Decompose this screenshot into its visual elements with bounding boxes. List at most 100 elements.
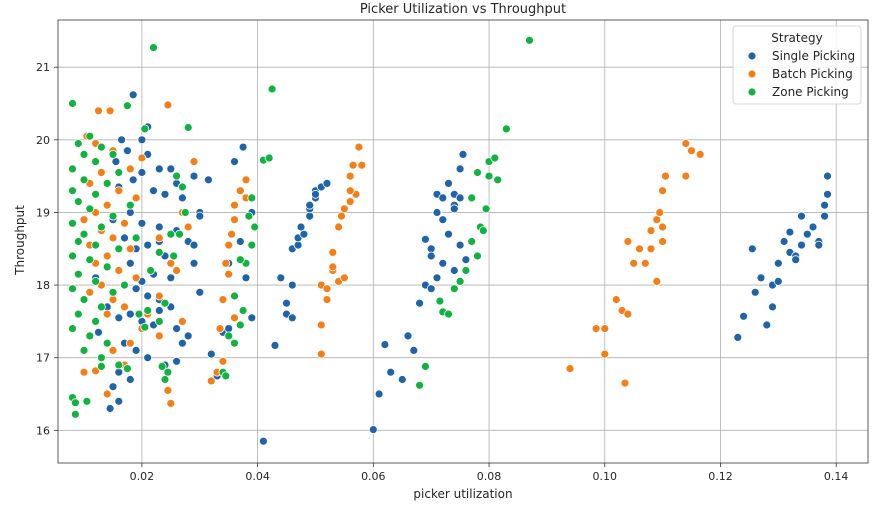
data-point-single-picking: [125, 208, 135, 217]
data-point-batch-picking: [681, 171, 691, 181]
data-point-batch-picking: [565, 364, 575, 374]
data-point-zone-picking: [102, 262, 112, 272]
data-point-single-picking: [114, 396, 124, 406]
data-point-zone-picking: [420, 361, 430, 371]
data-point-batch-picking: [166, 398, 176, 408]
data-point-zone-picking: [267, 84, 277, 94]
data-point-zone-picking: [102, 338, 112, 348]
data-point-zone-picking: [91, 189, 100, 199]
data-point-zone-picking: [444, 309, 453, 319]
data-point-single-picking: [820, 200, 829, 210]
data-point-single-picking: [125, 258, 135, 268]
data-point-batch-picking: [125, 338, 135, 348]
data-point-single-picking: [172, 324, 182, 334]
data-point-zone-picking: [85, 331, 95, 341]
data-point-zone-picking: [525, 35, 534, 45]
data-point-single-picking: [276, 273, 286, 283]
data-point-zone-picking: [478, 226, 488, 236]
data-point-zone-picking: [160, 298, 170, 308]
data-point-single-picking: [108, 382, 118, 392]
data-point-batch-picking: [339, 204, 349, 214]
data-point-zone-picking: [71, 398, 80, 408]
data-point-single-picking: [166, 164, 176, 174]
data-point-single-picking: [420, 234, 430, 244]
data-point-batch-picking: [79, 367, 89, 377]
y-tick-label: 17: [36, 352, 50, 365]
data-point-single-picking: [287, 280, 297, 290]
data-point-single-picking: [114, 313, 124, 323]
data-point-single-picking: [409, 345, 419, 355]
data-point-batch-picking: [102, 251, 112, 261]
data-point-zone-picking: [415, 380, 425, 390]
data-point-zone-picking: [73, 139, 83, 148]
data-point-single-picking: [305, 200, 315, 210]
data-point-single-picking: [455, 164, 465, 174]
data-point-single-picking: [426, 251, 436, 261]
data-point-single-picking: [128, 175, 138, 185]
data-point-zone-picking: [180, 208, 190, 217]
data-point-zone-picking: [235, 255, 245, 265]
data-point-zone-picking: [140, 124, 150, 134]
data-point-zone-picking: [79, 295, 89, 305]
data-point-zone-picking: [493, 175, 503, 185]
data-point-batch-picking: [79, 215, 89, 225]
data-point-batch-picking: [85, 287, 95, 297]
data-point-single-picking: [785, 227, 795, 237]
data-point-batch-picking: [357, 160, 367, 170]
data-point-batch-picking: [163, 385, 173, 395]
data-point-zone-picking: [120, 280, 129, 290]
data-point-zone-picking: [172, 171, 182, 181]
y-axis-label: Throughput: [13, 205, 27, 276]
data-point-single-picking: [105, 404, 115, 413]
data-point-batch-picking: [177, 316, 187, 326]
data-point-single-picking: [131, 345, 141, 355]
data-point-batch-picking: [125, 244, 135, 254]
data-point-zone-picking: [481, 204, 491, 214]
data-point-batch-picking: [339, 273, 349, 283]
data-point-batch-picking: [120, 218, 129, 228]
data-point-single-picking: [189, 171, 199, 181]
y-tick-label: 16: [36, 424, 50, 437]
data-point-single-picking: [241, 273, 251, 283]
data-point-batch-picking: [97, 168, 106, 177]
data-point-single-picking: [154, 222, 164, 232]
data-point-zone-picking: [154, 316, 164, 326]
data-point-single-picking: [114, 367, 124, 377]
data-point-zone-picking: [82, 396, 92, 406]
data-point-batch-picking: [94, 106, 103, 116]
data-point-zone-picking: [235, 320, 245, 330]
data-point-batch-picking: [114, 266, 124, 275]
data-point-batch-picking: [345, 197, 355, 207]
data-point-batch-picking: [91, 366, 100, 376]
data-point-batch-picking: [206, 376, 216, 386]
data-point-zone-picking: [68, 164, 77, 174]
data-point-zone-picking: [157, 361, 167, 371]
chart-title: Picker Utilization vs Throughput: [360, 2, 566, 17]
data-point-batch-picking: [600, 349, 610, 359]
data-point-batch-picking: [646, 244, 656, 254]
data-point-zone-picking: [68, 251, 77, 261]
data-point-batch-picking: [695, 149, 705, 159]
plot-frame: [57, 19, 869, 464]
data-point-zone-picking: [435, 296, 445, 306]
data-point-single-picking: [206, 349, 216, 359]
data-point-single-picking: [455, 193, 465, 203]
x-tick-label: 0.02: [130, 470, 155, 483]
data-point-batch-picking: [591, 324, 601, 334]
data-point-single-picking: [808, 222, 818, 232]
data-point-single-picking: [166, 273, 176, 283]
data-point-single-picking: [449, 266, 459, 275]
data-point-zone-picking: [114, 244, 124, 254]
data-point-zone-picking: [455, 276, 465, 286]
data-point-zone-picking: [73, 197, 83, 207]
data-point-batch-picking: [218, 356, 228, 366]
data-point-zone-picking: [169, 251, 179, 261]
data-point-batch-picking: [655, 208, 665, 217]
data-point-batch-picking: [183, 222, 193, 232]
legend-label-single-picking: Single Picking: [772, 49, 855, 63]
data-point-single-picking: [293, 240, 303, 250]
x-tick-label: 0.06: [361, 470, 386, 483]
data-point-batch-picking: [661, 171, 670, 181]
x-tick-label: 0.12: [708, 470, 733, 483]
